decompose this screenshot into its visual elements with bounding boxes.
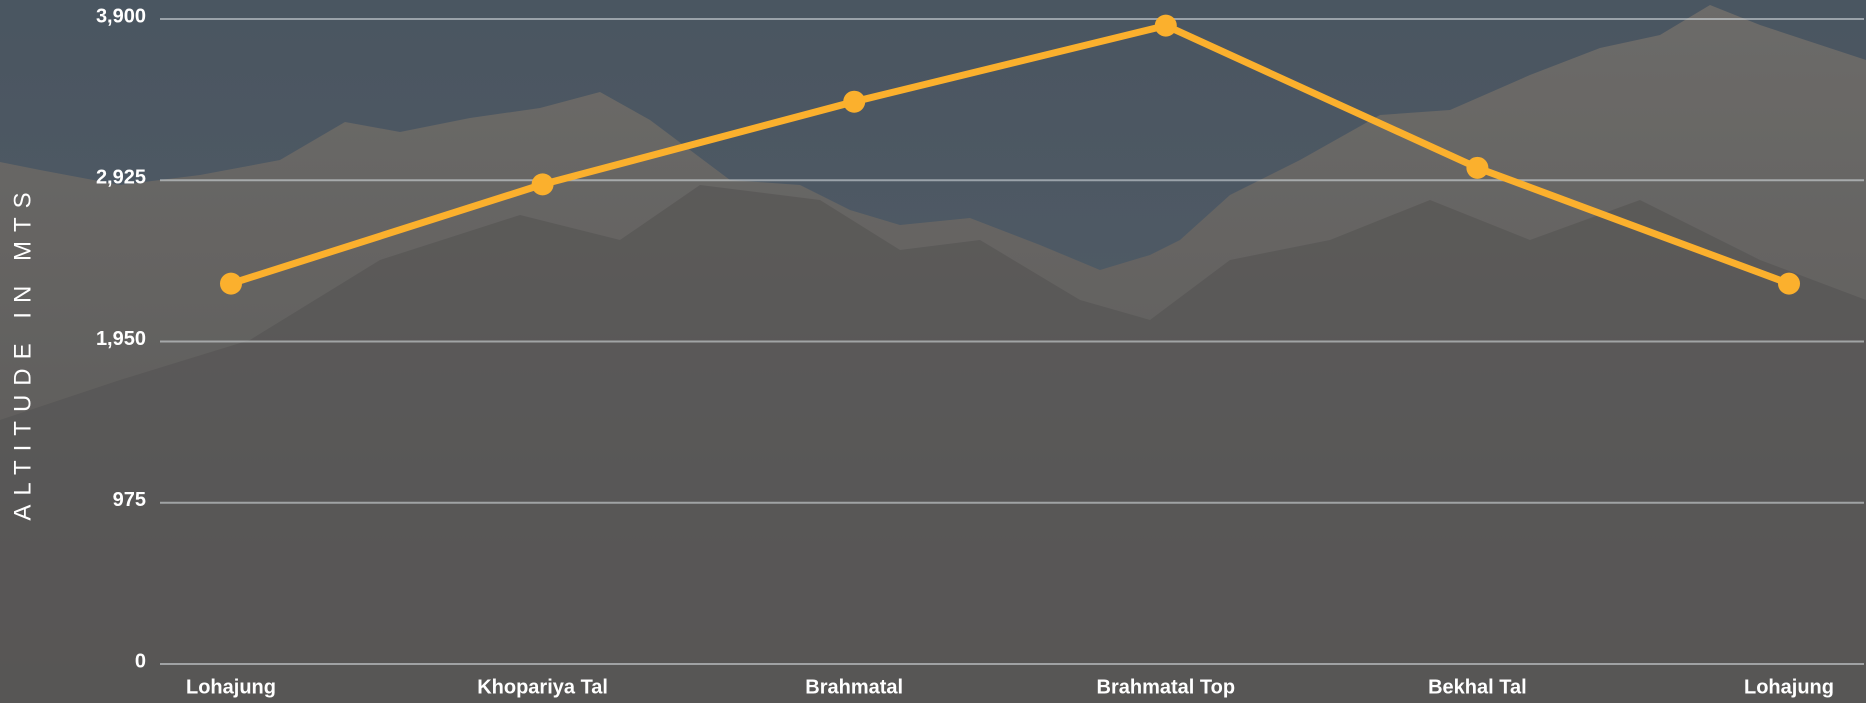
x-tick-label: Bekhal Tal bbox=[1428, 676, 1527, 698]
point bbox=[1155, 15, 1177, 37]
y-tick-label: 0 bbox=[135, 650, 146, 672]
x-tick-label: Khopariya Tal bbox=[477, 676, 608, 698]
point bbox=[532, 173, 554, 195]
x-tick-label: Brahmatal bbox=[805, 676, 903, 698]
x-tick-label: Lohajung bbox=[1744, 676, 1834, 698]
point bbox=[843, 91, 865, 113]
y-axis-label: ALTITUDE IN MTS bbox=[9, 183, 36, 520]
y-tick-label: 975 bbox=[113, 489, 146, 511]
y-tick-label: 3,900 bbox=[96, 5, 146, 27]
point bbox=[1778, 273, 1800, 295]
y-tick-label: 1,950 bbox=[96, 328, 146, 350]
x-tick-label: Lohajung bbox=[186, 676, 276, 698]
point bbox=[1466, 157, 1488, 179]
point bbox=[220, 273, 242, 295]
x-tick-label: Brahmatal Top bbox=[1097, 676, 1236, 698]
chart: ALTITUDE IN MTS 0 975 1,950 2,925 3,900 Lohaj… bbox=[0, 0, 1866, 703]
y-tick-label: 2,925 bbox=[96, 167, 146, 189]
overlay bbox=[0, 0, 1866, 703]
page: {"chart_data": {"type": "line", "y_label… bbox=[0, 0, 1866, 703]
